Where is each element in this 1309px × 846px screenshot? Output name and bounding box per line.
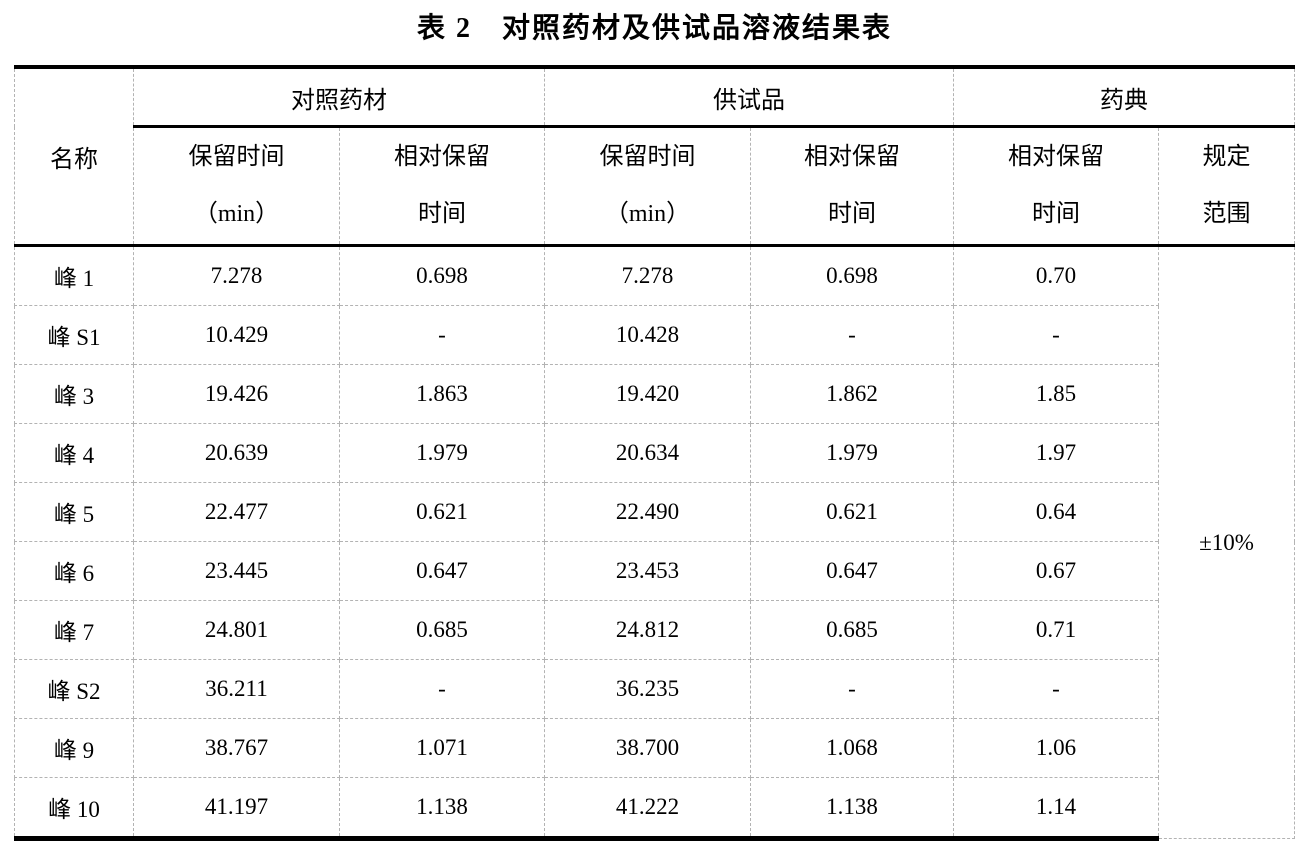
cell-pharm-rrt: 0.67 xyxy=(953,541,1159,601)
cell-peak-name: 峰 5 xyxy=(14,482,134,542)
table-row: 峰 10 41.197 1.138 41.222 1.138 1.14 xyxy=(14,777,1295,841)
cell-ref-rt: 41.197 xyxy=(133,777,340,841)
cell-peak-name: 峰 4 xyxy=(14,423,134,483)
cell-pharm-rrt: - xyxy=(953,305,1159,365)
cell-ref-rrt: - xyxy=(339,659,545,719)
cell-pharm-rrt: 1.14 xyxy=(953,777,1159,841)
cell-pharm-rrt: 1.06 xyxy=(953,718,1159,778)
cell-test-rt: 24.812 xyxy=(544,600,751,660)
table-row: 峰 9 38.767 1.071 38.700 1.068 1.06 xyxy=(14,718,1295,778)
cell-ref-rrt: 1.979 xyxy=(339,423,545,483)
header-line: 相对保留 xyxy=(1008,144,1104,170)
table-row: 峰 3 19.426 1.863 19.420 1.862 1.85 xyxy=(14,364,1295,424)
table-row: 峰 S2 36.211 - 36.235 - - xyxy=(14,659,1295,719)
cell-pharm-rrt: 0.71 xyxy=(953,600,1159,660)
cell-pharm-rrt: 0.64 xyxy=(953,482,1159,542)
cell-peak-name: 峰 9 xyxy=(14,718,134,778)
header-specified-range: 规定 范围 xyxy=(1158,126,1295,247)
cell-test-rt: 41.222 xyxy=(544,777,751,841)
results-table: 名称 对照药材 供试品 药典 保留时间 （min） 相对保留 时间 保留时间 （… xyxy=(14,65,1295,841)
header-line: 相对保留 xyxy=(804,144,900,170)
header-line: 相对保留 xyxy=(394,144,490,170)
header-line: 范围 xyxy=(1202,201,1251,227)
cell-test-rt: 20.634 xyxy=(544,423,751,483)
cell-peak-name: 峰 S2 xyxy=(14,659,134,719)
header-line: 保留时间 xyxy=(599,144,696,170)
cell-ref-rrt: 0.698 xyxy=(339,245,545,306)
table-row: 峰 6 23.445 0.647 23.453 0.647 0.67 xyxy=(14,541,1295,601)
cell-peak-name: 峰 1 xyxy=(14,245,134,306)
cell-test-rrt: 0.698 xyxy=(750,245,954,306)
header-group-test: 供试品 xyxy=(544,65,954,128)
header-group-reference: 对照药材 xyxy=(133,65,545,128)
cell-test-rt: 23.453 xyxy=(544,541,751,601)
cell-ref-rt: 19.426 xyxy=(133,364,340,424)
header-test-relative-retention: 相对保留 时间 xyxy=(750,126,954,247)
cell-ref-rrt: 1.863 xyxy=(339,364,545,424)
cell-test-rt: 10.428 xyxy=(544,305,751,365)
table-row: 峰 4 20.639 1.979 20.634 1.979 1.97 xyxy=(14,423,1295,483)
cell-peak-name: 峰 10 xyxy=(14,777,134,841)
header-pharm-relative-retention: 相对保留 时间 xyxy=(953,126,1159,247)
table-row: 峰 1 7.278 0.698 7.278 0.698 0.70 ±10% xyxy=(14,245,1295,839)
cell-test-rrt: 1.979 xyxy=(750,423,954,483)
header-ref-retention-time: 保留时间 （min） xyxy=(133,126,340,247)
cell-ref-rrt: 0.621 xyxy=(339,482,545,542)
cell-pharm-rrt: 1.97 xyxy=(953,423,1159,483)
cell-ref-rrt: 0.685 xyxy=(339,600,545,660)
cell-ref-rrt: - xyxy=(339,305,545,365)
cell-ref-rt: 36.211 xyxy=(133,659,340,719)
cell-ref-rt: 23.445 xyxy=(133,541,340,601)
cell-peak-name: 峰 6 xyxy=(14,541,134,601)
cell-ref-rt: 20.639 xyxy=(133,423,340,483)
cell-ref-rrt: 1.138 xyxy=(339,777,545,841)
header-line: 时间 xyxy=(418,201,466,227)
header-line: 时间 xyxy=(828,201,876,227)
table-row: 峰 7 24.801 0.685 24.812 0.685 0.71 xyxy=(14,600,1295,660)
cell-test-rrt: 1.138 xyxy=(750,777,954,841)
cell-specified-range: ±10% xyxy=(1158,245,1295,839)
cell-pharm-rrt: 0.70 xyxy=(953,245,1159,306)
header-line: 保留时间 xyxy=(188,144,285,170)
cell-test-rrt: 1.068 xyxy=(750,718,954,778)
header-line: （min） xyxy=(604,201,691,227)
cell-ref-rrt: 0.647 xyxy=(339,541,545,601)
cell-peak-name: 峰 S1 xyxy=(14,305,134,365)
header-sub-row: 保留时间 （min） 相对保留 时间 保留时间 （min） 相对保留 时间 相对… xyxy=(15,126,1295,247)
header-ref-relative-retention: 相对保留 时间 xyxy=(339,126,545,247)
table-row: 峰 S1 10.429 - 10.428 - - xyxy=(14,305,1295,365)
cell-test-rt: 7.278 xyxy=(544,245,751,306)
cell-test-rt: 38.700 xyxy=(544,718,751,778)
header-line: （min） xyxy=(193,201,280,227)
cell-ref-rt: 7.278 xyxy=(133,245,340,306)
cell-test-rrt: - xyxy=(750,305,954,365)
header-line: 时间 xyxy=(1032,201,1080,227)
header-line: 规定 xyxy=(1202,144,1251,170)
cell-peak-name: 峰 3 xyxy=(14,364,134,424)
cell-ref-rt: 24.801 xyxy=(133,600,340,660)
cell-test-rt: 22.490 xyxy=(544,482,751,542)
cell-pharm-rrt: 1.85 xyxy=(953,364,1159,424)
table-title: 表 2 对照药材及供试品溶液结果表 xyxy=(416,13,892,44)
cell-test-rt: 36.235 xyxy=(544,659,751,719)
cell-test-rrt: 0.685 xyxy=(750,600,954,660)
cell-ref-rrt: 1.071 xyxy=(339,718,545,778)
cell-test-rrt: - xyxy=(750,659,954,719)
cell-ref-rt: 22.477 xyxy=(133,482,340,542)
header-name: 名称 xyxy=(14,65,134,247)
cell-pharm-rrt: - xyxy=(953,659,1159,719)
cell-ref-rt: 10.429 xyxy=(133,305,340,365)
header-test-retention-time: 保留时间 （min） xyxy=(544,126,751,247)
header-group-row: 名称 对照药材 供试品 药典 xyxy=(14,65,1295,247)
cell-test-rrt: 0.647 xyxy=(750,541,954,601)
cell-peak-name: 峰 7 xyxy=(14,600,134,660)
table-row: 峰 5 22.477 0.621 22.490 0.621 0.64 xyxy=(14,482,1295,542)
cell-test-rrt: 1.862 xyxy=(750,364,954,424)
header-group-pharmacopoeia: 药典 xyxy=(953,65,1295,128)
cell-test-rt: 19.420 xyxy=(544,364,751,424)
cell-test-rrt: 0.621 xyxy=(750,482,954,542)
cell-ref-rt: 38.767 xyxy=(133,718,340,778)
